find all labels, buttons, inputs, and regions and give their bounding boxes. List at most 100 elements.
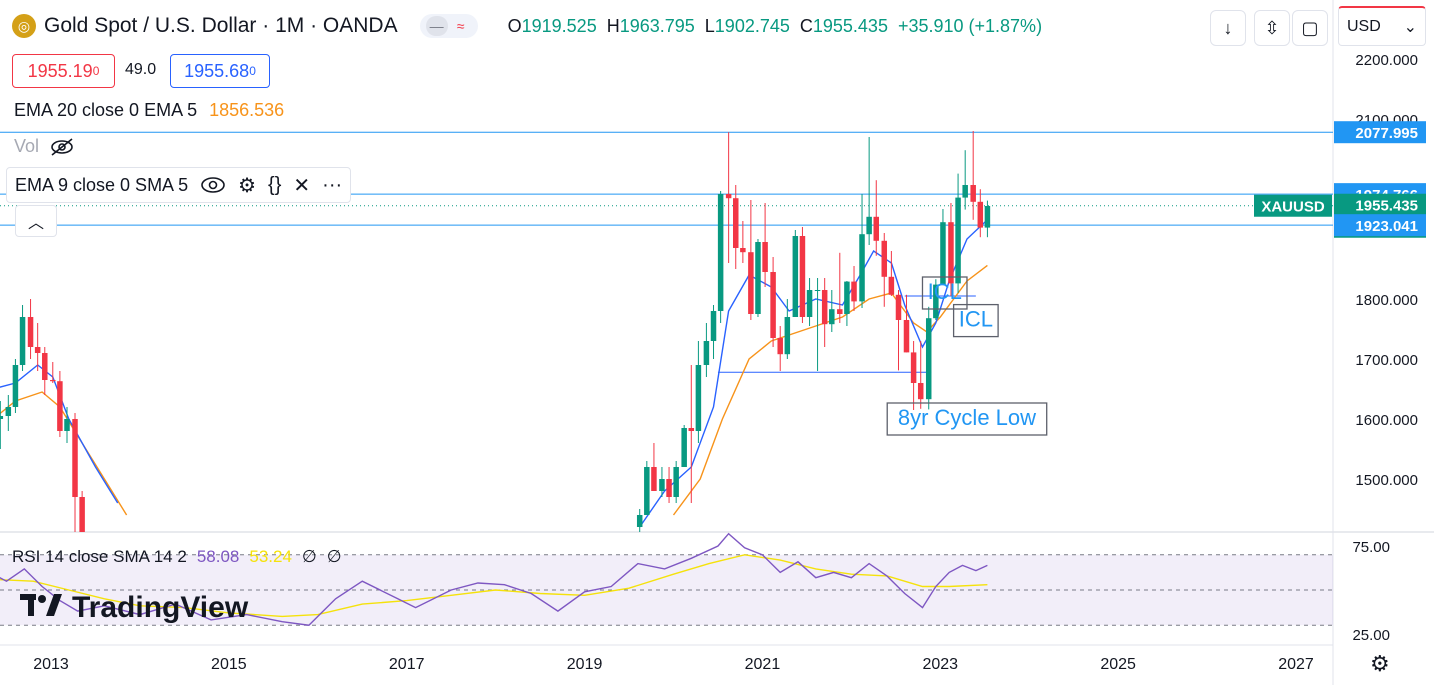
eye-icon[interactable] — [200, 175, 226, 195]
price-axis-label-text: 1923.041 — [1355, 218, 1418, 235]
rsi-na-2: ∅ — [326, 547, 342, 566]
candle-body — [733, 198, 739, 248]
candle — [27, 299, 34, 359]
candle — [866, 137, 872, 245]
candle — [777, 326, 783, 371]
price-axis-label-text: 2077.995 — [1355, 125, 1418, 142]
candle — [0, 401, 4, 449]
symbol-title[interactable]: Gold Spot / U.S. Dollar · 1M · OANDA — [44, 14, 398, 37]
candle — [799, 227, 806, 323]
candle — [710, 305, 717, 359]
ema-orange-line — [0, 391, 128, 516]
ema9-legend[interactable]: EMA 9 close 0 SMA 5 ⚙ {} ✕ ··· — [6, 167, 352, 203]
ohlc-high: H1963.795 — [606, 15, 695, 36]
candle-body — [888, 276, 895, 295]
fullscreen-icon[interactable]: ▢ — [1292, 10, 1328, 46]
candle-body — [829, 309, 835, 325]
candle-body — [859, 234, 865, 302]
candle — [644, 461, 650, 515]
ema9-label: EMA 9 close 0 SMA 5 — [15, 174, 189, 195]
candle — [873, 180, 880, 256]
eye-off-icon[interactable] — [49, 137, 75, 157]
candle — [792, 230, 799, 317]
candle-body — [57, 381, 63, 431]
candle — [651, 443, 657, 491]
candle-body — [740, 248, 746, 253]
vol-legend[interactable]: Vol — [14, 136, 75, 157]
rsi-label: RSI 14 close SMA 14 2 — [12, 547, 187, 566]
collapse-legend-button[interactable]: ︿ — [15, 205, 57, 237]
close-icon[interactable]: ✕ — [293, 174, 311, 197]
price-tick-label: 1500.000 — [1355, 472, 1418, 489]
candle-body — [42, 353, 48, 380]
time-tick-label: 2015 — [211, 656, 247, 673]
candle-body — [5, 407, 12, 416]
candle — [784, 299, 791, 359]
candle — [895, 290, 902, 371]
candle-body — [695, 365, 702, 431]
candle-body — [955, 197, 961, 284]
candle — [903, 294, 910, 353]
candle-body — [984, 206, 991, 228]
candle — [940, 209, 946, 286]
candle — [962, 150, 968, 210]
candle — [79, 491, 85, 532]
sell-button[interactable]: 1955.19 0 — [12, 54, 115, 88]
time-tick-label: 2013 — [33, 656, 69, 673]
candle-body — [917, 383, 924, 400]
candle-body — [806, 290, 813, 317]
ohlc-values: O1919.525 H1963.795 L1902.745 C1955.435 … — [508, 16, 1042, 37]
chart-settings-gear-icon[interactable]: ⚙ — [1370, 651, 1390, 676]
candle-body — [948, 222, 954, 284]
minus-icon[interactable]: — — [425, 16, 448, 36]
annotation-border — [886, 402, 1048, 436]
candle-body — [27, 317, 34, 347]
tradingview-logo-icon — [20, 594, 62, 616]
candle — [681, 425, 687, 467]
candle — [5, 395, 12, 431]
buy-button[interactable]: 1955.68 0 — [170, 54, 270, 88]
candle — [57, 371, 63, 437]
candle — [659, 467, 665, 497]
time-tick-label: 2027 — [1278, 656, 1314, 673]
candle — [748, 200, 754, 320]
arrow-down-icon[interactable]: ↓ — [1210, 10, 1246, 46]
gear-icon[interactable]: ⚙ — [238, 174, 257, 197]
candle — [12, 359, 19, 413]
collapse-icon[interactable]: ⇳ — [1254, 10, 1290, 46]
annotation-text: 8yr Cycle Low — [898, 405, 1036, 430]
more-icon[interactable]: ··· — [322, 173, 343, 196]
candle — [762, 203, 768, 287]
candle-body — [881, 240, 888, 277]
candle-body — [940, 222, 946, 285]
candle-body — [748, 252, 754, 314]
candle-body — [933, 284, 939, 319]
candle — [955, 173, 961, 293]
candle-body — [970, 185, 976, 202]
candle-body — [910, 352, 917, 383]
ema-legend[interactable]: EMA 20 close 0 EMA 5 1856.536 — [14, 100, 284, 121]
candle-body — [673, 467, 679, 497]
currency-select[interactable]: USD ⌄ — [1338, 6, 1426, 46]
braces-icon[interactable]: {} — [268, 173, 282, 196]
candle — [695, 341, 702, 443]
rsi-sma-line — [0, 554, 988, 618]
candle — [717, 191, 724, 323]
tradingview-logo[interactable]: TradingView — [18, 590, 248, 626]
wave-icon[interactable]: ≈ — [456, 18, 465, 34]
candle — [42, 347, 48, 395]
annotation-border — [921, 276, 968, 310]
rsi-legend[interactable]: RSI 14 close SMA 14 2 58.08 53.24 ∅ ∅ — [12, 547, 342, 567]
pill-toggle[interactable]: — ≈ — [419, 14, 478, 38]
candle-body — [844, 281, 850, 314]
candle-body — [12, 365, 19, 407]
chevron-up-icon: ︿ — [27, 215, 44, 232]
price-tick-label: 1600.000 — [1355, 412, 1418, 429]
ohlc-close: C1955.435 — [799, 15, 888, 36]
ema-label: EMA 20 close 0 EMA 5 — [14, 100, 198, 120]
candle-body — [895, 294, 902, 320]
candle — [725, 132, 732, 263]
candle-body — [962, 185, 968, 198]
